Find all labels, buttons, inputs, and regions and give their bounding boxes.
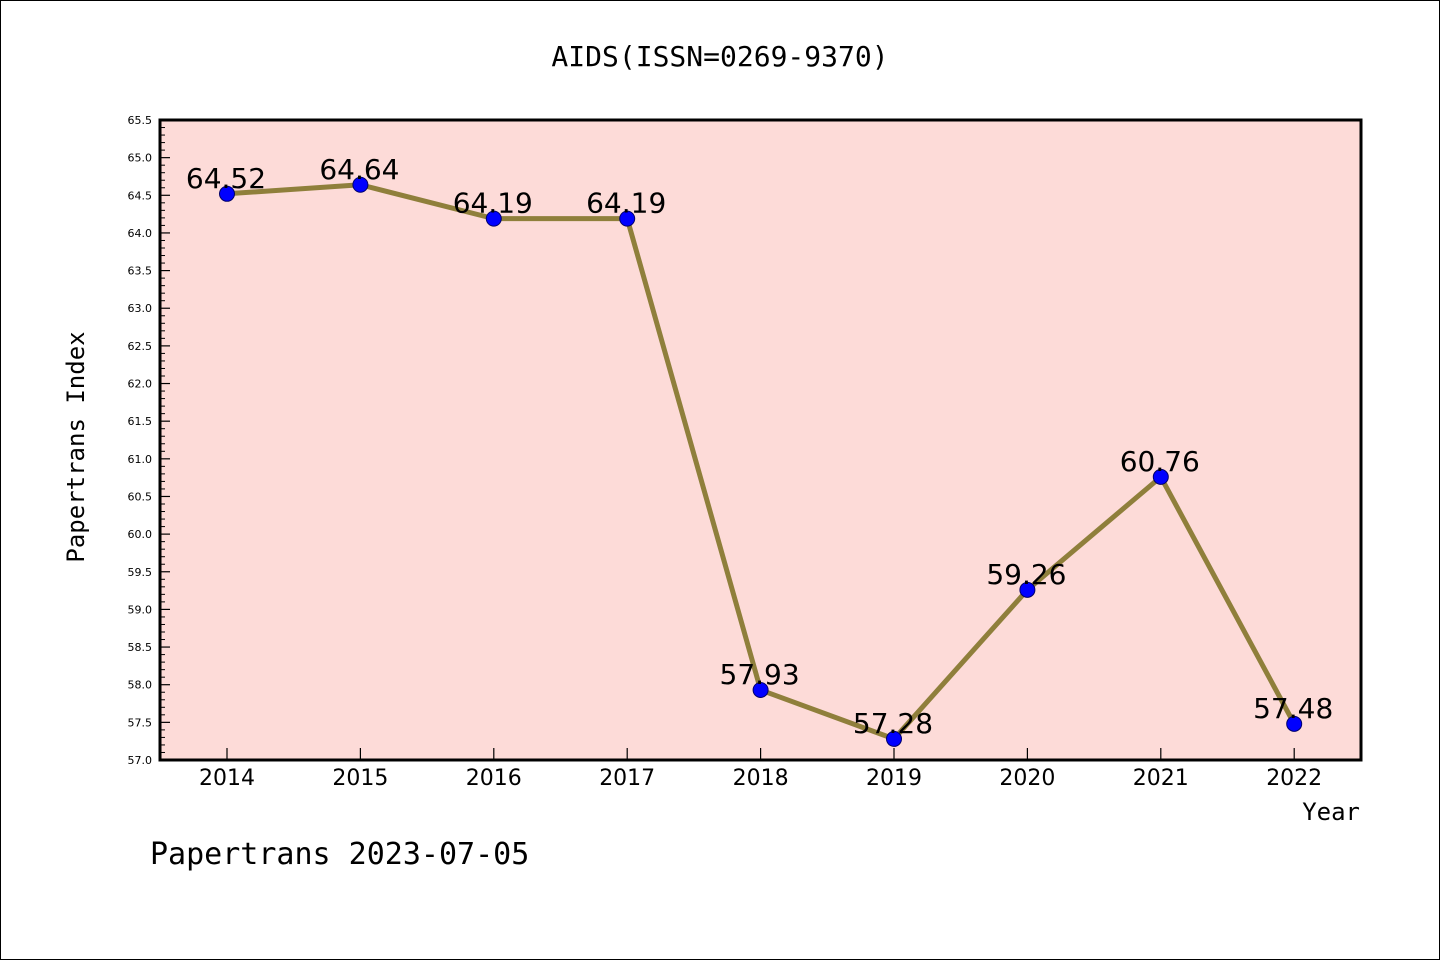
plot-area bbox=[160, 120, 1361, 760]
y-axis-label: Papertrans Index bbox=[62, 331, 90, 562]
data-label: 60.76 bbox=[1120, 445, 1200, 478]
y-tick-label: 65.0 bbox=[128, 152, 153, 165]
watermark-text: Papertrans 2023-07-05 bbox=[150, 837, 529, 872]
plot-border bbox=[158, 118, 1363, 762]
data-point bbox=[1019, 581, 1036, 598]
markers-group bbox=[219, 176, 1303, 747]
y-tick-label: 59.5 bbox=[128, 566, 153, 579]
y-tick-label: 58.5 bbox=[128, 641, 153, 654]
y-tick-label: 57.0 bbox=[128, 754, 153, 767]
y-tick-label: 63.5 bbox=[128, 265, 153, 278]
data-point bbox=[886, 730, 902, 747]
y-tick-label: 65.5 bbox=[128, 114, 153, 127]
data-label: 57.93 bbox=[720, 658, 800, 691]
x-tick-label: 2015 bbox=[332, 766, 388, 791]
data-point bbox=[1152, 468, 1169, 485]
y-tick-label: 64.5 bbox=[128, 189, 153, 202]
data-point bbox=[619, 210, 636, 227]
x-tick-label: 2014 bbox=[199, 766, 255, 791]
y-tick-label: 63.0 bbox=[128, 302, 153, 315]
y-tick-label: 62.5 bbox=[128, 340, 153, 353]
data-label: 64.52 bbox=[186, 162, 266, 195]
x-axis: 2014 2015 2016 2017 2018 2019 2020 2021 2022 bbox=[199, 748, 1322, 791]
y-tick-label: 61.0 bbox=[128, 453, 153, 466]
data-label: 64.64 bbox=[319, 153, 399, 186]
data-label: 64.19 bbox=[586, 187, 666, 220]
y-tick-label: 64.0 bbox=[128, 227, 153, 240]
y-tick-label: 59.0 bbox=[128, 603, 153, 616]
y-tick-label: 62.0 bbox=[128, 378, 153, 391]
x-tick-label: 2019 bbox=[866, 766, 922, 791]
data-point bbox=[485, 210, 502, 227]
data-label: 57.28 bbox=[853, 707, 933, 740]
y-tick-label: 60.0 bbox=[128, 528, 153, 541]
data-label: 64.19 bbox=[453, 187, 533, 220]
y-axis: 57.0 57.5 58.0 58.5 59.0 59.5 60.0 60.5 61.0 61.5… bbox=[128, 114, 170, 767]
x-axis-label: Year bbox=[1302, 798, 1360, 826]
data-point bbox=[752, 681, 769, 698]
data-label: 57.48 bbox=[1253, 692, 1333, 725]
y-tick-label: 57.5 bbox=[128, 716, 153, 729]
x-tick-label: 2018 bbox=[733, 766, 789, 791]
y-tick-label: 60.5 bbox=[128, 490, 153, 503]
chart-title: AIDS(ISSN=0269-9370) bbox=[551, 40, 888, 73]
x-tick-label: 2021 bbox=[1133, 766, 1189, 791]
x-tick-label: 2020 bbox=[999, 766, 1055, 791]
x-tick-label: 2016 bbox=[466, 766, 522, 791]
data-point bbox=[1286, 715, 1303, 732]
data-point bbox=[352, 176, 369, 193]
y-tick-label: 61.5 bbox=[128, 415, 153, 428]
data-label: 59.26 bbox=[986, 558, 1066, 591]
data-point bbox=[219, 185, 235, 202]
x-tick-label: 2017 bbox=[599, 766, 655, 791]
x-tick-label: 2022 bbox=[1266, 766, 1322, 791]
data-labels-group: 64.52 64.64 64.19 64.19 57.93 57.28 59.26 60.76… bbox=[186, 153, 1333, 740]
y-tick-label: 58.0 bbox=[128, 679, 153, 692]
